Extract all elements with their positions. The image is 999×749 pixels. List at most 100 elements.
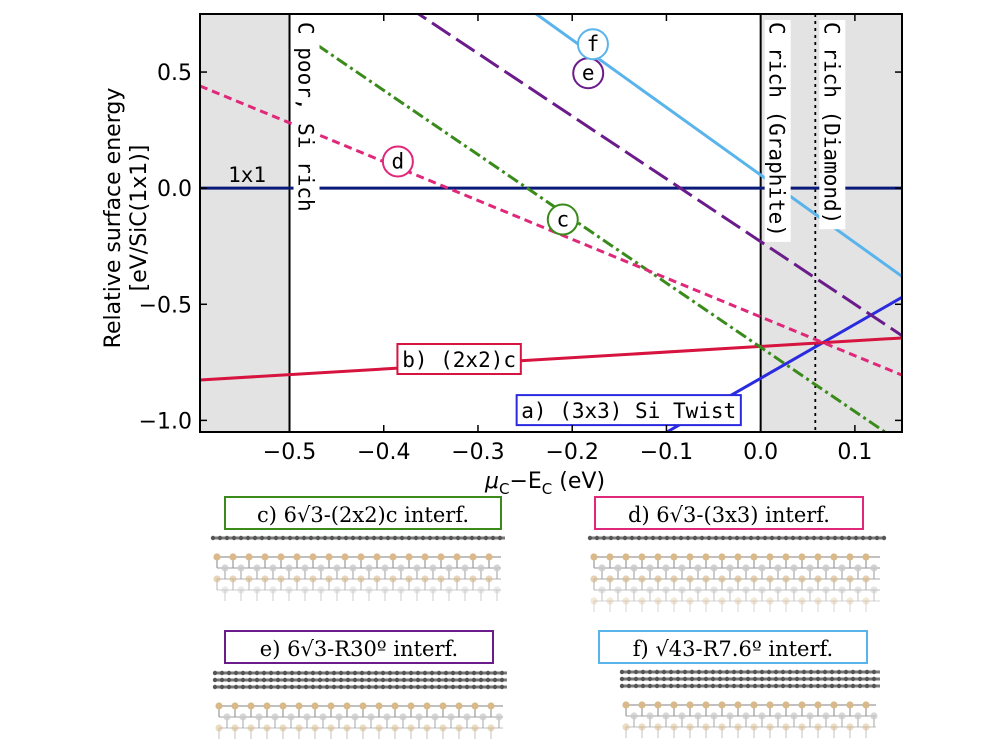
carbon-atom — [261, 677, 267, 683]
substrate-atom — [487, 702, 495, 710]
carbon-atom — [752, 669, 758, 675]
carbon-atom — [471, 677, 477, 683]
carbon-atom — [794, 669, 800, 675]
carbon-atom — [696, 683, 702, 689]
substrate-atom — [445, 586, 453, 594]
carbon-atom — [794, 683, 800, 689]
carbon-atom — [685, 535, 691, 541]
substrate-atom — [622, 723, 630, 731]
carbon-atom — [766, 669, 772, 675]
carbon-atom — [696, 669, 702, 675]
substrate-atom — [654, 597, 662, 605]
substrate-atom — [846, 553, 854, 561]
substrate-atom — [229, 553, 237, 561]
substrate-atom — [838, 712, 846, 720]
substrate-atom — [814, 701, 822, 709]
substrate-atom — [750, 701, 758, 709]
substrate-atom — [317, 586, 325, 594]
carbon-atom — [485, 684, 491, 690]
substrate-atom — [846, 597, 854, 605]
carbon-atom — [266, 535, 272, 541]
substrate-atom — [742, 712, 750, 720]
substrate-atom — [397, 586, 405, 594]
carbon-atom — [448, 535, 454, 541]
substrate-atom — [245, 553, 253, 561]
carbon-atom — [864, 683, 870, 689]
substrate-atom — [822, 712, 830, 720]
carbon-atom — [626, 683, 632, 689]
carbon-atom — [282, 670, 288, 676]
substrate-atom — [686, 575, 694, 583]
carbon-atom — [441, 535, 447, 541]
carbon-atom — [450, 670, 456, 676]
carbon-atom — [212, 684, 218, 690]
carbon-atom — [212, 670, 218, 676]
carbon-atom — [345, 677, 351, 683]
substrate-atom — [255, 713, 263, 721]
carbon-atom — [275, 670, 281, 676]
carbon-atom — [429, 670, 435, 676]
carbon-atom — [387, 684, 393, 690]
carbon-atom — [380, 670, 386, 676]
substrate-atom — [271, 713, 279, 721]
substrate-atom — [646, 564, 654, 572]
carbon-atom — [268, 684, 274, 690]
substrate-atom — [431, 713, 439, 721]
substrate-atom — [277, 553, 285, 561]
carbon-atom — [392, 535, 398, 541]
carbon-atom — [289, 677, 295, 683]
series-line-c — [298, 31, 888, 432]
carbon-atom — [647, 669, 653, 675]
substrate-atom — [830, 575, 838, 583]
substrate-atom — [373, 553, 381, 561]
axis-labels: μC−EC (eV) Relative surface energy [eV/S… — [101, 88, 605, 498]
substrate-atom — [630, 564, 638, 572]
substrate-atom — [750, 597, 758, 605]
carbon-atom — [696, 676, 702, 682]
carbon-atom — [303, 684, 309, 690]
carbon-atom — [485, 670, 491, 676]
substrate-atom — [654, 575, 662, 583]
carbon-atom — [420, 535, 426, 541]
carbon-atom — [675, 669, 681, 675]
carbon-atom — [268, 670, 274, 676]
substrate-atom — [239, 713, 247, 721]
substrate-atom — [295, 724, 303, 732]
carbon-atom — [822, 676, 828, 682]
substrate-atom — [670, 723, 678, 731]
carbon-atom — [429, 677, 435, 683]
carbon-atom — [273, 535, 279, 541]
carbon-atom — [315, 535, 321, 541]
substrate-atom — [237, 586, 245, 594]
carbon-atom — [801, 669, 807, 675]
substrate-atom — [293, 553, 301, 561]
panel-label-e: e) 6√3-R30º interf. — [224, 630, 494, 664]
substrate-atom — [461, 564, 469, 572]
substrate-atom — [638, 575, 646, 583]
carbon-atom — [499, 670, 505, 676]
carbon-atom — [619, 676, 625, 682]
carbon-atom — [745, 683, 751, 689]
substrate-atom — [854, 564, 862, 572]
substrate-atom — [838, 564, 846, 572]
series-label-circle-f — [576, 28, 609, 61]
carbon-atom — [231, 535, 237, 541]
carbon-atom — [808, 676, 814, 682]
substrate-atom — [413, 586, 421, 594]
substrate-atom — [718, 575, 726, 583]
substrate-atom — [814, 553, 822, 561]
carbon-atom — [594, 535, 600, 541]
carbon-atom — [373, 670, 379, 676]
carbon-atom — [633, 669, 639, 675]
y-tick-label-0: 0.5 — [157, 61, 192, 86]
substrate-atom — [421, 553, 429, 561]
substrate-atom — [662, 564, 670, 572]
carbon-atom — [233, 684, 239, 690]
carbon-atom — [408, 684, 414, 690]
carbon-atom — [275, 677, 281, 683]
carbon-atom — [336, 535, 342, 541]
carbon-atom — [303, 677, 309, 683]
substrate-atom — [654, 723, 662, 731]
carbon-atom — [254, 677, 260, 683]
y-axis-title-line2: [eV/SiC(1x1)] — [127, 145, 152, 292]
